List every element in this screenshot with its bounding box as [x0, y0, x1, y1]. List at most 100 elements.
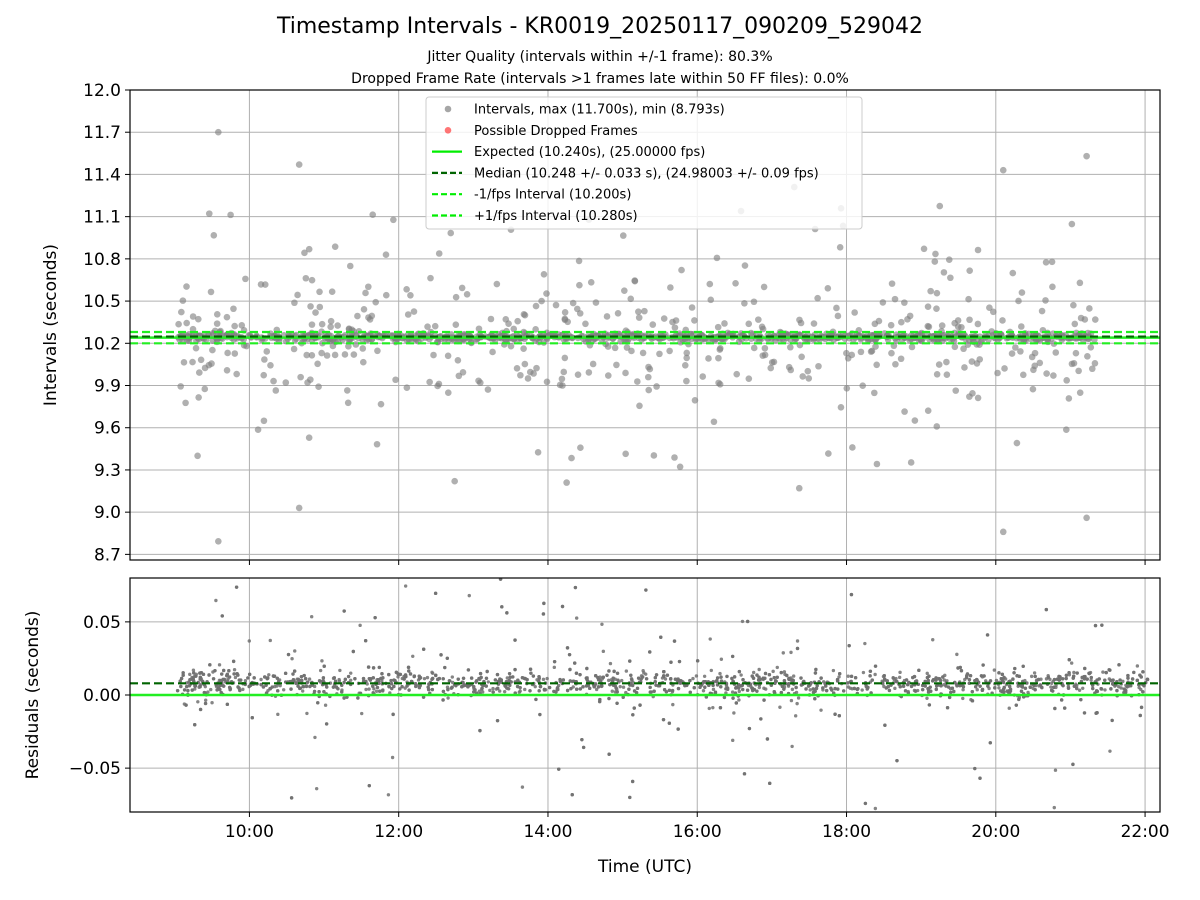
residual-point: [478, 728, 482, 733]
residual-point: [841, 689, 846, 693]
residual-point: [695, 659, 700, 663]
interval-point: [613, 361, 620, 369]
residual-point: [790, 687, 795, 692]
residual-point: [965, 673, 969, 678]
residual-point: [741, 678, 745, 682]
residual-point: [361, 676, 366, 681]
residual-point: [1049, 685, 1053, 689]
interval-point: [741, 299, 748, 307]
residual-point: [500, 605, 504, 609]
interval-point: [532, 302, 540, 310]
interval-point: [365, 283, 372, 291]
residual-point: [764, 687, 768, 691]
residual-point: [291, 672, 295, 676]
residual-point: [484, 676, 489, 680]
residual-point: [833, 712, 837, 716]
residual-point: [719, 679, 724, 683]
interval-point: [183, 319, 190, 327]
residual-point: [644, 588, 648, 592]
residual-point: [654, 683, 658, 687]
residual-point: [772, 689, 776, 694]
interval-point: [843, 384, 851, 392]
residual-point: [1083, 674, 1087, 679]
residual-point: [259, 682, 263, 687]
interval-point: [1031, 349, 1039, 357]
residual-point: [1008, 689, 1013, 693]
residual-point: [495, 718, 500, 723]
residual-point: [275, 689, 280, 693]
residual-point: [386, 793, 391, 797]
residual-point: [765, 737, 770, 741]
residual-point: [491, 686, 495, 691]
interval-point: [688, 304, 696, 311]
interval-point: [392, 376, 399, 384]
residual-point: [334, 685, 339, 689]
interval-point: [1029, 385, 1037, 393]
residual-point: [920, 687, 925, 692]
interval-point: [938, 322, 946, 329]
residual-point: [178, 679, 182, 683]
residual-point: [1032, 671, 1037, 675]
residual-point: [578, 687, 583, 691]
residual-point: [958, 683, 962, 688]
residual-point: [833, 686, 837, 691]
residual-point: [552, 659, 557, 664]
residual-point: [394, 670, 399, 675]
interval-point: [576, 281, 583, 289]
interval-point: [426, 378, 433, 386]
residual-point: [456, 677, 460, 681]
residual-point: [292, 669, 297, 673]
residual-point: [632, 689, 637, 693]
residual-point: [537, 676, 541, 681]
interval-point: [935, 361, 943, 368]
residual-point: [236, 673, 240, 677]
residual-point: [193, 684, 197, 688]
residual-point: [307, 677, 312, 681]
residual-point: [630, 678, 634, 682]
interval-point: [721, 320, 728, 327]
residual-point: [639, 677, 643, 681]
legend-marker: [444, 105, 452, 113]
residual-point: [418, 675, 423, 680]
interval-point: [362, 289, 369, 297]
interval-point: [966, 316, 973, 324]
residual-point: [1021, 664, 1025, 668]
residual-point: [356, 696, 360, 700]
interval-point: [260, 417, 268, 425]
interval-point: [592, 299, 600, 306]
residual-point: [1085, 677, 1089, 681]
residual-point: [837, 675, 841, 679]
residual-point: [571, 685, 575, 689]
residual-point: [618, 684, 622, 689]
residual-point: [484, 684, 488, 688]
interval-point: [952, 387, 960, 394]
residual-point: [198, 685, 202, 689]
residual-point: [374, 689, 379, 693]
residual-point: [864, 684, 868, 689]
interval-point: [989, 308, 997, 316]
residual-point: [450, 685, 454, 689]
residual-point: [970, 689, 975, 694]
residual-point: [430, 676, 435, 681]
y-tick-label: 9.6: [94, 419, 121, 439]
residual-point: [837, 672, 842, 676]
interval-point: [932, 250, 939, 258]
residual-point: [210, 701, 214, 705]
interval-point: [715, 354, 722, 362]
residual-point: [351, 649, 356, 654]
residual-point: [725, 674, 729, 679]
interval-point: [305, 245, 313, 253]
interval-point: [844, 354, 852, 362]
residual-point: [795, 646, 800, 651]
residual-point: [636, 676, 641, 680]
residual-point: [688, 678, 692, 683]
interval-point: [871, 389, 878, 397]
residual-point: [567, 652, 572, 657]
interval-point: [945, 256, 953, 264]
residual-point: [349, 678, 353, 683]
interval-point: [873, 460, 881, 468]
residual-point: [479, 675, 483, 680]
residual-point: [737, 698, 741, 702]
residual-point: [278, 683, 282, 688]
interval-point: [767, 364, 775, 372]
